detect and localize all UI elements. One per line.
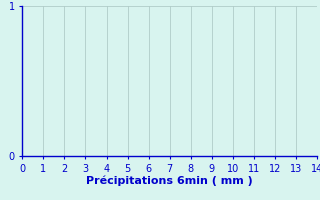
X-axis label: Précipitations 6min ( mm ): Précipitations 6min ( mm ) — [86, 175, 253, 186]
